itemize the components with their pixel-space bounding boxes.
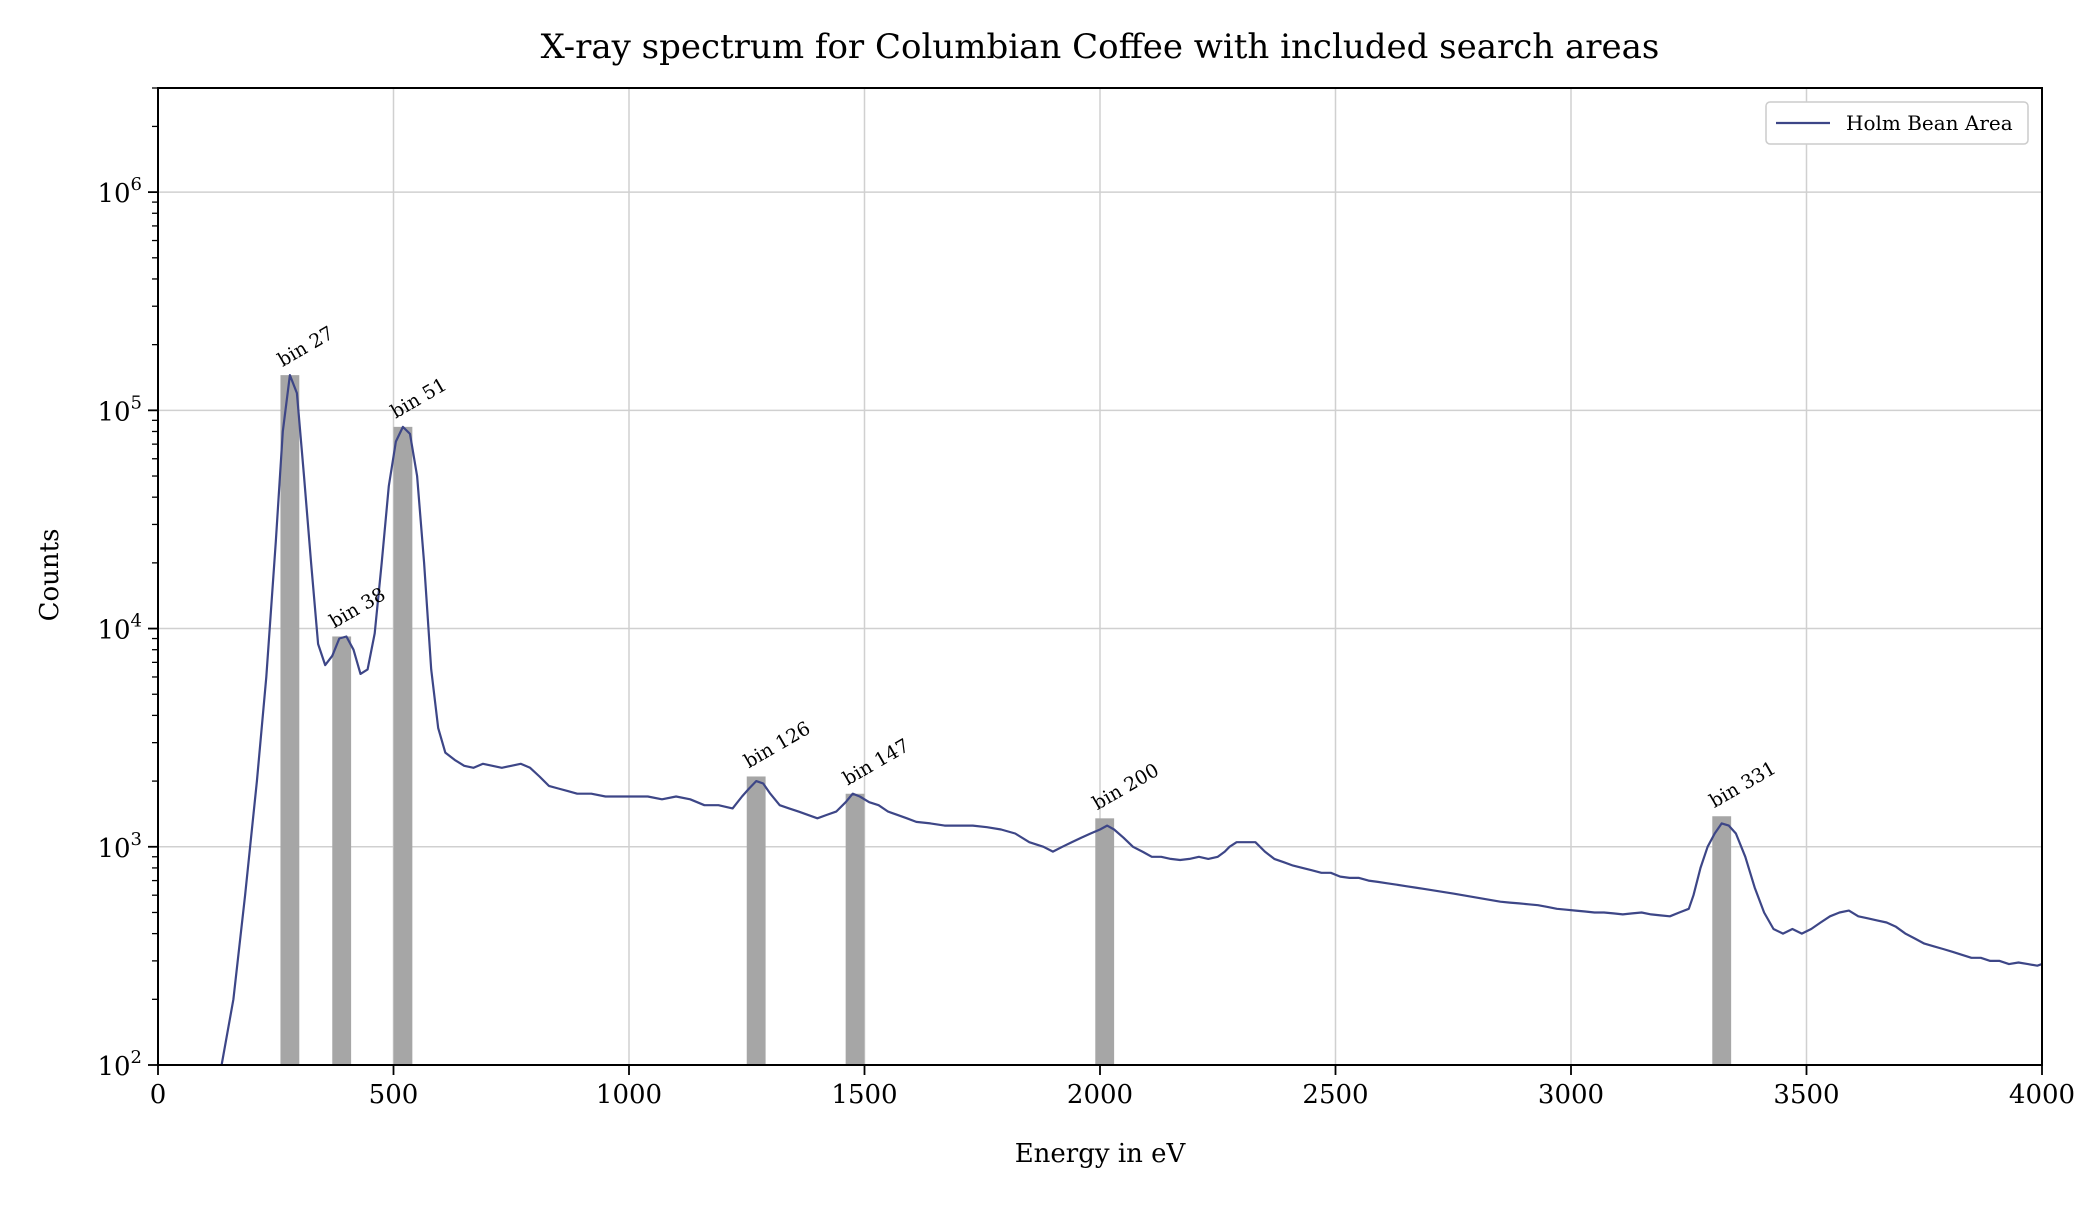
y-tick-label: 106 bbox=[97, 174, 142, 209]
x-tick-label: 500 bbox=[369, 1080, 419, 1110]
search-area-bar bbox=[393, 426, 413, 1066]
search-area-label: bin 147 bbox=[839, 735, 913, 790]
legend-box bbox=[1765, 101, 2029, 145]
search-area-bar bbox=[332, 636, 352, 1065]
series-layer bbox=[220, 374, 2043, 1066]
legend-label: Holm Bean Area bbox=[1846, 111, 2013, 135]
search-area-bar bbox=[845, 793, 865, 1065]
y-tick-label: 104 bbox=[97, 611, 142, 646]
x-tick-label: 4000 bbox=[2009, 1080, 2075, 1110]
y-tick-label: 103 bbox=[97, 829, 142, 864]
search-area-label: bin 27 bbox=[274, 322, 338, 371]
legend: Holm Bean Area bbox=[1765, 101, 2029, 145]
x-tick-label: 3500 bbox=[1773, 1080, 1839, 1110]
x-tick-label: 3000 bbox=[1538, 1080, 1604, 1110]
x-tick-label: 1500 bbox=[831, 1080, 897, 1110]
search-area-label: bin 331 bbox=[1706, 757, 1780, 812]
y-tick-label: 102 bbox=[97, 1047, 142, 1082]
y-axis-label: Counts bbox=[35, 529, 65, 622]
search-area-bar bbox=[280, 375, 300, 1065]
y-tick-label: 105 bbox=[97, 392, 142, 427]
series-line bbox=[220, 374, 2043, 1066]
axis-ticks: 0 500 1000 1500 2000 2500 3000 3500 4000 102 103 10… bbox=[97, 87, 2075, 1110]
search-area-label: bin 126 bbox=[740, 717, 814, 772]
x-tick-label: 2500 bbox=[1302, 1080, 1368, 1110]
search-area-bar bbox=[1712, 816, 1732, 1065]
search-area-bars bbox=[280, 375, 1732, 1066]
search-area-label: bin 38 bbox=[326, 583, 390, 632]
chart-title: X-ray spectrum for Columbian Coffee with… bbox=[541, 27, 1660, 67]
search-area-bar bbox=[1095, 818, 1115, 1065]
x-tick-label: 1000 bbox=[596, 1080, 662, 1110]
search-area-label: bin 51 bbox=[387, 374, 451, 423]
x-tick-label: 0 bbox=[150, 1080, 167, 1110]
search-area-bar bbox=[746, 776, 766, 1065]
x-tick-label: 2000 bbox=[1067, 1080, 1133, 1110]
x-axis-label: Energy in eV bbox=[1015, 1139, 1187, 1169]
